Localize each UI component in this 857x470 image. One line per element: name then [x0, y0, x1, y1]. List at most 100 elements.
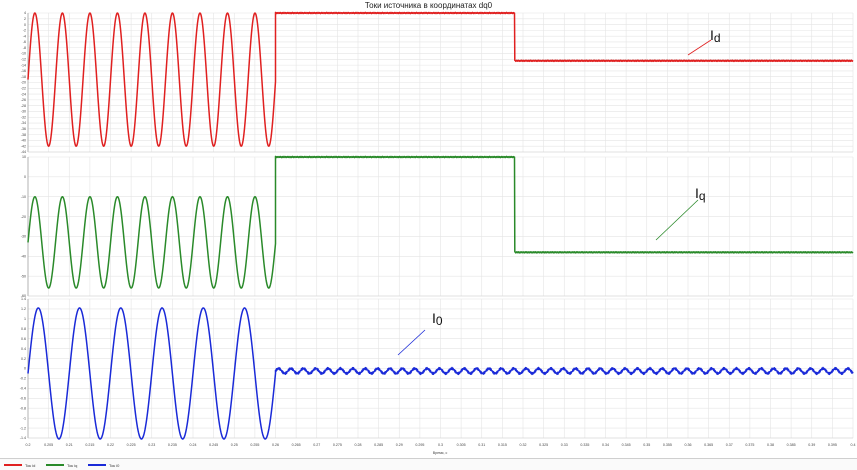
x-tick-label: 0.325	[539, 443, 548, 447]
y-tick-label: -1.2	[20, 426, 26, 430]
x-tick-label: 0.3	[438, 443, 443, 447]
x-tick-label: 0.25	[231, 443, 238, 447]
x-tick-label: 0.28	[355, 443, 362, 447]
y-tick-label: 0.2	[21, 357, 26, 361]
y-tick-label: -26	[21, 98, 26, 102]
x-tick-label: 0.39	[808, 443, 815, 447]
y-tick-label: -1	[23, 416, 26, 420]
annotation-label: Iq	[695, 185, 706, 203]
x-tick-label: 0.32	[520, 443, 527, 447]
y-tick-label: 0.6	[21, 337, 26, 341]
y-tick-label: -20	[21, 81, 26, 85]
legend-swatch-iq	[46, 464, 64, 466]
y-tick-label: 0.4	[21, 347, 26, 351]
x-tick-label: 0.395	[828, 443, 837, 447]
x-tick-label: 0.34	[602, 443, 609, 447]
series-line-iq	[27, 155, 854, 289]
y-tick-label: -0.6	[20, 396, 26, 400]
legend-item-id[interactable]: Ток id	[4, 461, 35, 469]
x-tick-label: 0.345	[622, 443, 631, 447]
y-tick-label: -10	[21, 195, 26, 199]
y-tick-label: -14	[21, 63, 26, 67]
x-tick-label: 0.35	[643, 443, 650, 447]
x-tick-label: 0.36	[685, 443, 692, 447]
y-tick-label: -28	[21, 104, 26, 108]
y-tick-label: 4	[24, 11, 26, 15]
y-tick-label: 10	[22, 155, 26, 159]
x-tick-label: 0.4	[851, 443, 856, 447]
y-tick-label: -20	[21, 215, 26, 219]
annotation-pointer	[397, 329, 426, 356]
y-tick-label: -16	[21, 69, 26, 73]
y-tick-label: -0.2	[20, 377, 26, 381]
y-tick-label: -60	[21, 294, 26, 298]
x-tick-label: 0.31	[478, 443, 485, 447]
x-tick-label: 0.23	[148, 443, 155, 447]
x-tick-label: 0.27	[313, 443, 320, 447]
x-tick-label: 0.215	[85, 443, 94, 447]
x-axis-label: Время, с	[433, 451, 448, 455]
y-tick-label: -0.8	[20, 406, 26, 410]
x-tick-label: 0.245	[209, 443, 218, 447]
y-tick-label: -30	[21, 110, 26, 114]
y-tick-label: -8	[23, 46, 26, 50]
x-tick-label: 0.375	[745, 443, 754, 447]
x-tick-label: 0.255	[250, 443, 259, 447]
y-tick-label: -34	[21, 121, 26, 125]
x-tick-label: 0.385	[787, 443, 796, 447]
y-tick-label: 1	[24, 317, 26, 321]
y-tick-label: -50	[21, 274, 26, 278]
y-tick-label: -2	[23, 29, 26, 33]
x-tick-label: 0.33	[561, 443, 568, 447]
x-tick-label: 0.315	[498, 443, 507, 447]
x-tick-label: 0.2	[26, 443, 31, 447]
x-tick-label: 0.37	[726, 443, 733, 447]
x-tick-label: 0.365	[704, 443, 713, 447]
legend-item-iq[interactable]: Ток iq	[46, 461, 77, 469]
y-tick-label: -22	[21, 86, 26, 90]
y-tick-label: 2	[24, 17, 26, 21]
x-tick-label: 0.295	[415, 443, 424, 447]
x-tick-label: 0.225	[127, 443, 136, 447]
legend-swatch-i0	[88, 464, 106, 466]
legend-item-i0[interactable]: Ток i0	[88, 461, 119, 469]
y-tick-label: -12	[21, 58, 26, 62]
y-tick-label: -4	[23, 34, 26, 38]
x-tick-label: 0.285	[374, 443, 383, 447]
y-tick-label: -6	[23, 40, 26, 44]
chart-title: Токи источника в координатах dq0	[364, 1, 493, 10]
annotation-pointer	[687, 39, 712, 56]
y-tick-label: -44	[21, 150, 26, 154]
x-tick-label: 0.305	[457, 443, 466, 447]
x-tick-label: 0.275	[333, 443, 342, 447]
y-tick-label: -40	[21, 254, 26, 258]
y-tick-label: -36	[21, 127, 26, 131]
x-tick-label: 0.235	[168, 443, 177, 447]
legend-label-id: Ток id	[25, 462, 36, 468]
series-line-id	[27, 11, 854, 147]
chart-plot-area: 0.2 0.205 0.21 0.215 0.2 2 0.225 0.23 0.235 0.24 0…	[20, 11, 856, 455]
legend-label-i0: Ток i0	[109, 462, 120, 468]
y-tick-label: -40	[21, 139, 26, 143]
y-tick-label: 0	[24, 367, 26, 371]
legend-swatch-id	[4, 464, 22, 466]
y-tick-label: 1.2	[21, 307, 26, 311]
x-tick-label: 0.335	[580, 443, 589, 447]
x-tick-label: 0.355	[663, 443, 672, 447]
x-tick-label: 0.21	[66, 443, 73, 447]
y-tick-label: -38	[21, 133, 26, 137]
y-tick-label: -0.4	[20, 387, 26, 391]
x-tick-label: 0.205	[44, 443, 53, 447]
x-tick-label: 0.24	[190, 443, 197, 447]
y-tick-label: 0.8	[21, 327, 26, 331]
y-tick-label: 0	[24, 175, 26, 179]
y-tick-label: -42	[21, 144, 26, 148]
chart-legend: Ток id Ток iq Ток i0	[0, 458, 857, 470]
y-tick-label: -10	[21, 52, 26, 56]
annotation-pointer	[655, 199, 699, 241]
x-tick-label: 0.265	[292, 443, 301, 447]
y-tick-label: -32	[21, 115, 26, 119]
series-line-i0	[27, 307, 854, 440]
y-tick-label: -30	[21, 235, 26, 239]
